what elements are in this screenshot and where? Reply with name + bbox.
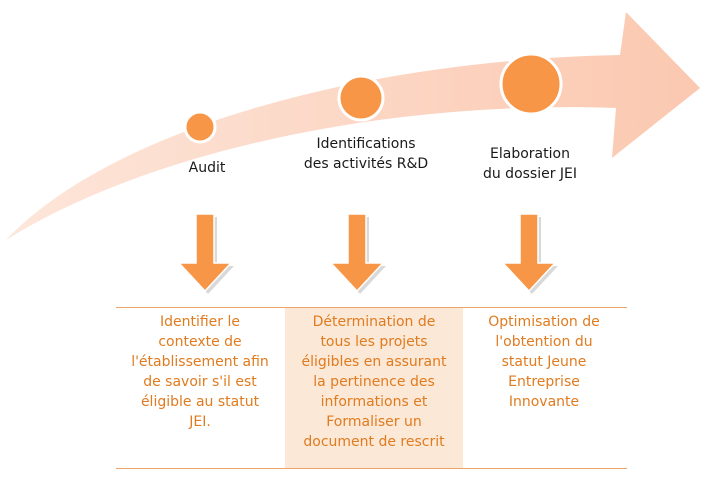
down-arrow-1 — [177, 213, 234, 294]
stage-label-audit: Audit — [188, 160, 226, 176]
stage-circle-audit — [183, 110, 217, 144]
stage-label-identifications: Identifications des activités R&D — [303, 136, 429, 172]
table-bottom-rule — [116, 468, 627, 469]
curved-process-arrow — [6, 12, 700, 240]
table-top-rule — [116, 307, 627, 308]
description-audit: Identifier le contexte de l'établissemen… — [131, 314, 269, 430]
highlight-column — [285, 308, 463, 468]
stage-circle-elaboration — [499, 52, 563, 116]
description-elaboration: Optimisation de l'obtention du statut Je… — [488, 314, 600, 410]
down-arrow-3 — [501, 213, 558, 294]
down-arrow-2 — [329, 213, 386, 294]
stage-circle-identifications — [337, 74, 385, 122]
stage-label-elaboration: Elaboration du dossier JEI — [482, 146, 578, 182]
description-identifications: Détermination de tous les projets éligib… — [301, 314, 447, 450]
